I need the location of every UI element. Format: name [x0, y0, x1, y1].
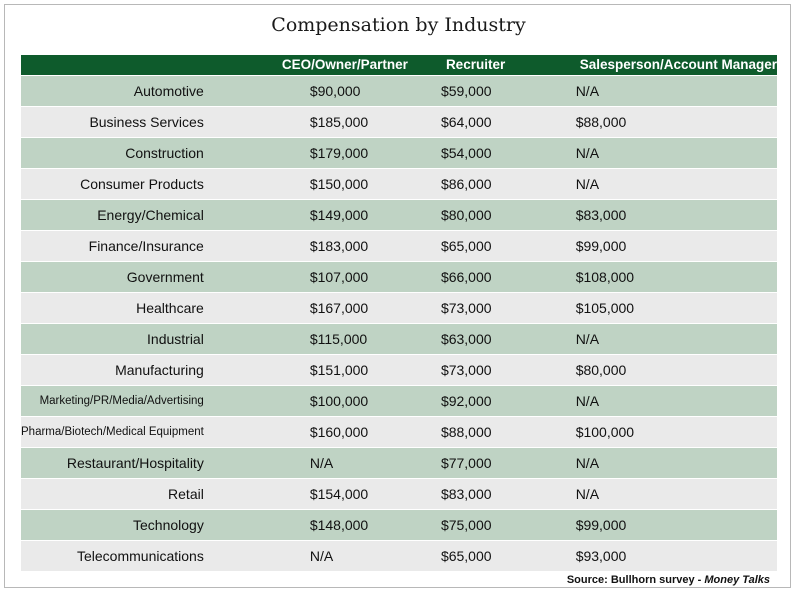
- header-ceo: CEO/Owner/Partner: [281, 57, 408, 73]
- recruiter-value: $66,000: [440, 260, 576, 292]
- recruiter-value: $65,000: [440, 229, 576, 261]
- recruiter-value: $65,000: [440, 539, 576, 571]
- recruiter-value: $88,000: [440, 415, 576, 447]
- ceo-value: $149,000: [225, 198, 441, 230]
- recruiter-value: $54,000: [440, 136, 576, 168]
- header-blank: [21, 55, 226, 75]
- recruiter-value: $75,000: [440, 508, 576, 540]
- ceo-value: $151,000: [225, 353, 441, 385]
- table-row: Government $107,000 $66,000 $108,000: [21, 260, 777, 292]
- ceo-value: $115,000: [225, 322, 441, 354]
- table-row: Consumer Products $150,000 $86,000 N/A: [21, 167, 777, 199]
- industry-label: Technology: [21, 508, 226, 540]
- ceo-value: N/A: [225, 446, 441, 478]
- compensation-table: CEO/Owner/Partner Recruiter Salesperson/…: [21, 55, 777, 571]
- recruiter-value: $73,000: [440, 291, 576, 323]
- industry-label: Industrial: [21, 322, 226, 354]
- industry-label: Telecommunications: [21, 539, 226, 571]
- recruiter-value: $77,000: [440, 446, 576, 478]
- industry-label: Automotive: [21, 74, 226, 106]
- ceo-value: $185,000: [225, 105, 441, 137]
- table-header-row: CEO/Owner/Partner Recruiter Salesperson/…: [21, 55, 777, 75]
- recruiter-value: $80,000: [440, 198, 576, 230]
- header-recruiter: Recruiter: [445, 57, 506, 73]
- salesperson-value: $80,000: [575, 353, 777, 385]
- industry-label: Finance/Insurance: [21, 229, 226, 261]
- table-row: Business Services $185,000 $64,000 $88,000: [21, 105, 777, 137]
- salesperson-value: $99,000: [575, 229, 777, 261]
- table-row: Retail $154,000 $83,000 N/A: [21, 477, 777, 509]
- table-row: Technology $148,000 $75,000 $99,000: [21, 508, 777, 540]
- industry-label: Restaurant/Hospitality: [21, 446, 226, 478]
- header-salesperson: Salesperson/Account Manager: [579, 57, 777, 73]
- recruiter-value: $59,000: [440, 74, 576, 106]
- table-row: Energy/Chemical $149,000 $80,000 $83,000: [21, 198, 777, 230]
- source-note: Source: Bullhorn survey - Money Talks: [567, 574, 770, 586]
- recruiter-value: $64,000: [440, 105, 576, 137]
- industry-label: Healthcare: [21, 291, 226, 323]
- source-publication: Money Talks: [704, 574, 770, 586]
- industry-label: Manufacturing: [21, 353, 226, 385]
- salesperson-value: N/A: [575, 322, 777, 354]
- table-row: Telecommunications N/A $65,000 $93,000: [21, 539, 777, 571]
- ceo-value: $107,000: [225, 260, 441, 292]
- industry-label: Construction: [21, 136, 226, 168]
- table-row: Construction $179,000 $54,000 N/A: [21, 136, 777, 168]
- industry-label: Energy/Chemical: [21, 198, 226, 230]
- salesperson-value: $100,000: [575, 415, 777, 447]
- recruiter-value: $86,000: [440, 167, 576, 199]
- industry-label: Government: [21, 260, 226, 292]
- table-row: Manufacturing $151,000 $73,000 $80,000: [21, 353, 777, 385]
- ceo-value: $150,000: [225, 167, 441, 199]
- recruiter-value: $83,000: [440, 477, 576, 509]
- salesperson-value: N/A: [575, 477, 777, 509]
- ceo-value: N/A: [225, 539, 441, 571]
- salesperson-value: $88,000: [575, 105, 777, 137]
- industry-label: Consumer Products: [21, 167, 226, 199]
- table-row: Healthcare $167,000 $73,000 $105,000: [21, 291, 777, 323]
- table-row: Restaurant/Hospitality N/A $77,000 N/A: [21, 446, 777, 478]
- salesperson-value: $99,000: [575, 508, 777, 540]
- industry-label: Marketing/PR/Media/Advertising: [21, 384, 226, 416]
- industry-label: Retail: [21, 477, 226, 509]
- table-row: Pharma/Biotech/Medical Equipment $160,000…: [21, 415, 777, 447]
- ceo-value: $179,000: [225, 136, 441, 168]
- salesperson-value: N/A: [575, 446, 777, 478]
- chart-title: Compensation by Industry: [271, 14, 526, 36]
- table-row: Industrial $115,000 $63,000 N/A: [21, 322, 777, 354]
- salesperson-value: $105,000: [575, 291, 777, 323]
- recruiter-value: $63,000: [440, 322, 576, 354]
- source-prefix: Source: Bullhorn survey -: [566, 574, 705, 586]
- ceo-value: $148,000: [225, 508, 441, 540]
- table-row: Finance/Insurance $183,000 $65,000 $99,000: [21, 229, 777, 261]
- salesperson-value: $93,000: [575, 539, 777, 571]
- salesperson-value: $108,000: [575, 260, 777, 292]
- ceo-value: $154,000: [225, 477, 441, 509]
- ceo-value: $167,000: [225, 291, 441, 323]
- industry-label: Business Services: [21, 105, 226, 137]
- salesperson-value: N/A: [575, 136, 777, 168]
- ceo-value: $160,000: [225, 415, 441, 447]
- salesperson-value: N/A: [575, 74, 777, 106]
- salesperson-value: $83,000: [575, 198, 777, 230]
- ceo-value: $90,000: [225, 74, 441, 106]
- ceo-value: $100,000: [225, 384, 441, 416]
- salesperson-value: N/A: [575, 384, 777, 416]
- table-row: Marketing/PR/Media/Advertising $100,000 $9…: [21, 384, 777, 416]
- ceo-value: $183,000: [225, 229, 441, 261]
- table-row: Automotive $90,000 $59,000 N/A: [21, 74, 777, 106]
- recruiter-value: $92,000: [440, 384, 576, 416]
- industry-label: Pharma/Biotech/Medical Equipment: [21, 415, 226, 447]
- recruiter-value: $73,000: [440, 353, 576, 385]
- salesperson-value: N/A: [575, 167, 777, 199]
